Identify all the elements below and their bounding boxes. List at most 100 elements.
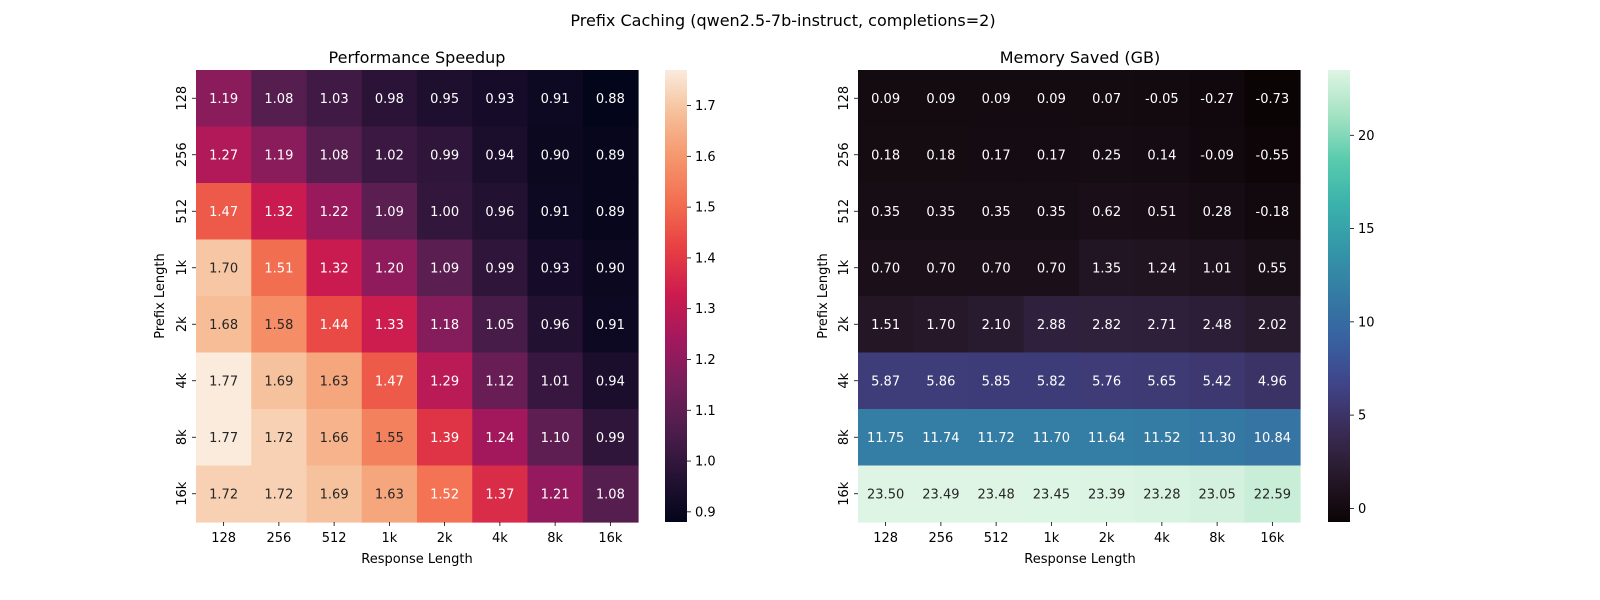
heatmap-cell (306, 409, 363, 467)
heatmap-cell (1134, 465, 1191, 523)
heatmap-cell (472, 352, 529, 410)
colorbar-tick-label: 20 (1358, 129, 1375, 144)
colorbar-tick-label: 1.7 (695, 99, 716, 114)
heatmap-cell (1244, 465, 1301, 523)
cell-value-label: 1.52 (430, 487, 459, 502)
heatmap-cell (582, 465, 639, 523)
heatmap-cell (1189, 409, 1246, 467)
cell-value-label: 5.82 (1037, 374, 1066, 389)
x-axis-label: Response Length (1024, 552, 1135, 567)
cell-value-label: 0.14 (1147, 148, 1176, 163)
heatmap-cell (306, 126, 363, 184)
cell-value-label: 1.24 (485, 431, 514, 446)
heatmap-title: Memory Saved (GB) (1000, 48, 1161, 67)
heatmap-cell (251, 239, 308, 297)
heatmap-cell (527, 126, 584, 184)
x-axis-ticks: 128 256 512 1k 2k 4k 8k 16k (873, 522, 1285, 546)
cell-value-label: 0.94 (485, 148, 514, 163)
heatmap-cell (251, 70, 308, 128)
x-tick-label: 512 (984, 531, 1009, 546)
x-tick-label: 16k (598, 531, 623, 546)
heatmap-cell (417, 183, 473, 241)
y-tick-label: 8k (837, 429, 852, 445)
cell-value-label: 0.96 (485, 205, 514, 220)
heatmap-cell (1244, 239, 1301, 297)
heatmap-title: Performance Speedup (329, 48, 506, 67)
heatmap-cell (582, 352, 639, 410)
heatmap-cell (1244, 70, 1301, 128)
y-tick-label: 16k (837, 481, 852, 506)
heatmap-cell (968, 465, 1025, 523)
y-axis-label: Prefix Length (816, 253, 831, 339)
cell-value-label: 0.70 (871, 261, 900, 276)
cell-value-label: 0.35 (926, 205, 955, 220)
cell-value-label: 1.51 (264, 261, 293, 276)
cell-value-label: 5.76 (1092, 374, 1121, 389)
heatmap-cell (1023, 296, 1080, 354)
heatmap-cell (196, 352, 252, 410)
x-tick-label: 256 (266, 531, 291, 546)
cell-value-label: 10.84 (1254, 431, 1291, 446)
cell-value-label: 1.39 (430, 431, 459, 446)
heatmap-cell (858, 409, 914, 467)
heatmap-cell (361, 352, 418, 410)
cell-value-label: 23.39 (1088, 487, 1125, 502)
cell-value-label: 0.98 (375, 92, 404, 107)
cell-value-label: 0.62 (1092, 205, 1121, 220)
heatmap-cell (472, 70, 529, 128)
heatmap-cell (1079, 70, 1135, 128)
heatmap-cell (1023, 126, 1080, 184)
heatmap-cell (1189, 126, 1246, 184)
cell-value-label: 0.55 (1258, 261, 1287, 276)
colorbar: 0.9 1.0 1.1 1.2 1.3 1.4 1.5 1.6 1.7 (665, 70, 716, 522)
heatmap-cell (1189, 465, 1246, 523)
colorbar: 0 5 10 15 20 (1328, 70, 1375, 522)
cell-value-label: 1.37 (485, 487, 514, 502)
y-tick-label: 128 (175, 86, 190, 111)
cell-value-label: 1.03 (320, 92, 349, 107)
heatmap-cell (858, 352, 914, 410)
colorbar-tick-label: 10 (1358, 315, 1375, 330)
cell-value-label: 2.02 (1258, 318, 1287, 333)
cell-value-label: 1.72 (264, 431, 293, 446)
cell-value-label: 1.55 (375, 431, 404, 446)
cell-value-label: 2.88 (1037, 318, 1066, 333)
heatmap-cell (1244, 296, 1301, 354)
cell-value-label: 1.47 (375, 374, 404, 389)
colorbar-gradient (665, 70, 687, 522)
cell-value-label: 23.05 (1199, 487, 1236, 502)
cell-value-label: 1.09 (430, 261, 459, 276)
colorbar-tick-label: 1.4 (695, 251, 716, 266)
heatmap-cell (196, 70, 252, 128)
cell-value-label: 1.70 (209, 261, 238, 276)
heatmap-cell (968, 183, 1025, 241)
heatmap-panel-memory-saved: Memory Saved (GB) 0.09 0.09 0.09 0.09 0.07 -0… (816, 48, 1375, 567)
heatmap-cell (1079, 409, 1135, 467)
cell-value-label: 0.70 (982, 261, 1011, 276)
x-tick-label: 512 (322, 531, 347, 546)
x-tick-label: 256 (928, 531, 953, 546)
cell-value-label: 1.68 (209, 318, 238, 333)
x-tick-label: 8k (547, 531, 563, 546)
heatmap-cell (251, 296, 308, 354)
heatmap-cell (1079, 465, 1135, 523)
heatmap-cell (251, 409, 308, 467)
colorbar-tick-label: 15 (1358, 222, 1375, 237)
heatmap-cell (306, 352, 363, 410)
cell-value-label: 0.35 (982, 205, 1011, 220)
cell-value-label: 1.77 (209, 431, 238, 446)
cell-value-label: 0.51 (1147, 205, 1176, 220)
heatmap-cell (417, 352, 473, 410)
heatmap-cell (306, 296, 363, 354)
heatmap-cell (472, 409, 529, 467)
cell-value-label: 1.08 (596, 487, 625, 502)
cell-value-label: 5.87 (871, 374, 900, 389)
cell-value-label: 1.51 (871, 318, 900, 333)
heatmap-cell (1189, 70, 1246, 128)
cell-value-label: 1.77 (209, 374, 238, 389)
heatmap-cell (306, 183, 363, 241)
cell-value-label: 11.30 (1199, 431, 1236, 446)
cell-value-label: 0.99 (485, 261, 514, 276)
x-tick-label: 128 (873, 531, 898, 546)
heatmap-cell (472, 239, 529, 297)
